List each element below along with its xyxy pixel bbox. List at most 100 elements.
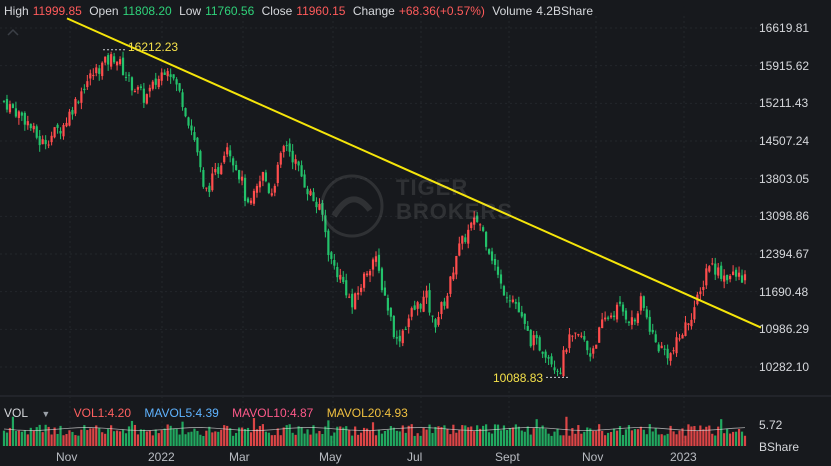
volume-bar: [392, 427, 395, 446]
candle-body: [44, 139, 47, 145]
candle-body: [401, 330, 404, 344]
volume-bar: [699, 425, 702, 446]
mavol10-value: MAVOL10:4.87: [232, 406, 314, 420]
candle-body: [452, 272, 455, 280]
candle-body: [493, 258, 497, 265]
volume-bar: [705, 426, 708, 446]
volume-bar: [431, 433, 434, 446]
volume-bar: [124, 433, 128, 446]
volume-bar: [458, 430, 461, 446]
volume-bar: [595, 430, 598, 446]
volume-bar: [580, 433, 583, 446]
candle-body: [226, 147, 229, 155]
candle-body: [127, 74, 131, 76]
volume-bar: [526, 426, 529, 446]
candle-body: [110, 54, 113, 67]
candle-body: [476, 215, 479, 222]
candle-body: [118, 59, 122, 65]
candle-body: [199, 151, 202, 168]
candle-body: [279, 153, 282, 165]
volume-bar: [29, 427, 32, 446]
volume-bar: [684, 435, 687, 446]
candle-body: [5, 98, 9, 110]
candle-body: [612, 315, 616, 318]
candle-body: [678, 338, 681, 340]
volume-bar: [553, 431, 556, 446]
volume-bar: [571, 428, 574, 446]
volume-bar: [532, 428, 535, 446]
candle-body: [428, 290, 431, 313]
volume-bar: [2, 430, 6, 446]
candle-body: [41, 139, 44, 145]
candle-body: [95, 67, 98, 74]
volume-bar: [23, 430, 26, 446]
volume-bar: [157, 433, 160, 446]
candle-body: [172, 74, 175, 79]
candle-body: [154, 78, 157, 85]
candle-body: [651, 329, 654, 333]
candle-body: [404, 328, 407, 330]
volume-bar: [428, 424, 431, 446]
volume-bar: [479, 428, 482, 446]
volume-bar: [264, 431, 267, 446]
volume-bar: [395, 430, 398, 446]
collapse-chevron-icon[interactable]: [4, 26, 22, 40]
volume-bar: [267, 432, 270, 446]
candle-body: [357, 292, 360, 295]
volume-bar: [83, 425, 86, 446]
volume-bar: [589, 428, 592, 446]
close-value: 11960.15: [296, 4, 346, 18]
volume-bar: [437, 426, 440, 446]
candle-body: [660, 345, 663, 349]
volume-bar: [604, 435, 607, 446]
volume-bar: [324, 426, 327, 446]
volume-bar: [294, 434, 297, 446]
candle-body: [726, 274, 729, 281]
candle-body: [273, 185, 276, 193]
volume-bar: [47, 426, 50, 446]
volume-label: Volume: [492, 4, 533, 18]
candle-body: [675, 337, 678, 354]
candle-body: [324, 215, 327, 233]
low-label: Low: [179, 4, 202, 18]
candle-body: [294, 159, 297, 164]
volume-bar: [731, 431, 735, 446]
resistance-trendline: [66, 17, 762, 329]
price-tick-label: 15915.62: [759, 58, 810, 73]
candle-body: [386, 297, 389, 311]
quote-summary-bar: High 11999.85 Open 11808.20 Low 11760.56 Cl…: [4, 4, 597, 20]
volume-bar: [273, 435, 276, 446]
volume-bar: [133, 424, 137, 446]
candle-body: [312, 192, 315, 202]
candle-body: [362, 273, 366, 288]
candle-body: [74, 98, 77, 114]
candle-body: [470, 222, 473, 229]
candle-body: [437, 316, 440, 325]
volume-bar: [383, 430, 387, 446]
candle-body: [255, 186, 259, 193]
volume-bar: [416, 433, 419, 446]
volume-bar: [434, 426, 437, 446]
volume-bar: [380, 433, 384, 446]
candle-body: [8, 104, 12, 113]
candle-body: [490, 251, 494, 261]
volume-bar: [696, 431, 699, 446]
time-tick-label: Nov: [56, 450, 78, 464]
candle-body: [553, 367, 556, 371]
candle-body: [377, 254, 381, 271]
volume-bar: [726, 428, 729, 446]
volume-bar: [121, 429, 125, 446]
volume-bar: [92, 428, 95, 446]
volume-bar: [529, 434, 532, 446]
volume-indicator-selector[interactable]: VOL ▼: [4, 406, 60, 420]
candle-body: [181, 92, 184, 108]
volume-bar: [17, 430, 20, 446]
candle-body: [395, 337, 398, 339]
price-tick-label: 16619.81: [759, 21, 810, 35]
candle-body: [511, 299, 514, 302]
candle-body: [232, 158, 235, 166]
volume-bar: [104, 433, 107, 446]
volume-bar: [303, 433, 306, 446]
volume-bar: [645, 434, 648, 446]
